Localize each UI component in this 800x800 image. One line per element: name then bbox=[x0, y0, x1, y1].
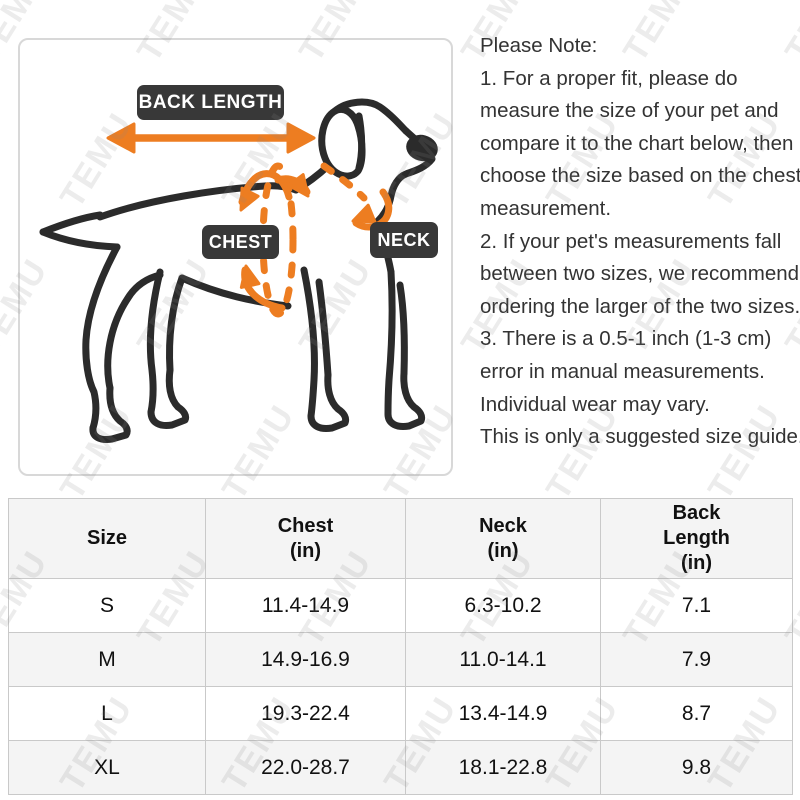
neck-dashed bbox=[320, 162, 368, 202]
chest-range: 11.4-14.9 bbox=[205, 578, 406, 633]
dog-diagram-card: BACK LENGTH CHEST NECK bbox=[18, 38, 453, 476]
note-title: Please Note: bbox=[480, 34, 598, 57]
back-length-badge: BACK LENGTH bbox=[137, 85, 284, 120]
neck-badge: NECK bbox=[370, 222, 438, 258]
note-line-11: Individual wear may vary. bbox=[480, 392, 710, 416]
note-line-3: compare it to the chart below, then bbox=[480, 131, 794, 155]
note-text: Please Note: 1. For a proper fit, please… bbox=[480, 30, 800, 454]
note-line-6: 2. If your pet's measurements fall bbox=[480, 229, 782, 253]
table-row-l: L 19.3-22.4 13.4-14.9 8.7 bbox=[8, 686, 793, 741]
col-header-back-length: Back Length (in) bbox=[600, 498, 793, 579]
size-value: L bbox=[8, 686, 206, 741]
back-length-value: 9.8 bbox=[600, 740, 793, 795]
table-row-s: S 11.4-14.9 6.3-10.2 7.1 bbox=[8, 578, 793, 633]
table-header-row: Size Chest (in) Neck (in) Back Length (i… bbox=[8, 498, 793, 579]
neck-range: 18.1-22.8 bbox=[405, 740, 601, 795]
dog-outline bbox=[39, 98, 436, 443]
size-value: M bbox=[8, 632, 206, 687]
note-line-5: measurement. bbox=[480, 196, 612, 220]
neck-range: 11.0-14.1 bbox=[405, 632, 601, 687]
arrowheads bbox=[106, 122, 377, 289]
note-line-8: ordering the larger of the two sizes. bbox=[480, 294, 800, 318]
size-value: S bbox=[8, 578, 206, 633]
note-line-10: error in manual measurements. bbox=[480, 359, 765, 383]
chest-badge: CHEST bbox=[202, 225, 279, 259]
col-header-chest: Chest (in) bbox=[205, 498, 406, 579]
dog-illustration bbox=[39, 98, 438, 443]
note-line-4: choose the size based on the chest bbox=[480, 164, 800, 188]
table-row-m: M 14.9-16.9 11.0-14.1 7.9 bbox=[8, 632, 793, 687]
table-row-xl: XL 22.0-28.7 18.1-22.8 9.8 bbox=[8, 740, 793, 795]
neck-range: 13.4-14.9 bbox=[405, 686, 601, 741]
back-length-value: 8.7 bbox=[600, 686, 793, 741]
back-length-value: 7.9 bbox=[600, 632, 793, 687]
note-line-1: 1. For a proper fit, please do bbox=[480, 66, 738, 90]
note-line-2: measure the size of your pet and bbox=[480, 99, 779, 123]
chest-range: 14.9-16.9 bbox=[205, 632, 406, 687]
size-value: XL bbox=[8, 740, 206, 795]
neck-range: 6.3-10.2 bbox=[405, 578, 601, 633]
col-header-size: Size bbox=[8, 498, 206, 579]
chest-range: 19.3-22.4 bbox=[205, 686, 406, 741]
chest-range: 22.0-28.7 bbox=[205, 740, 406, 795]
note-line-9: 3. There is a 0.5-1 inch (1-3 cm) bbox=[480, 327, 772, 351]
note-line-12: This is only a suggested size guide. bbox=[480, 425, 800, 449]
size-table: Size Chest (in) Neck (in) Back Length (i… bbox=[8, 498, 793, 795]
back-length-value: 7.1 bbox=[600, 578, 793, 633]
dog-nose bbox=[406, 134, 438, 162]
col-header-neck: Neck (in) bbox=[405, 498, 601, 579]
note-line-7: between two sizes, we recommend bbox=[480, 262, 800, 286]
